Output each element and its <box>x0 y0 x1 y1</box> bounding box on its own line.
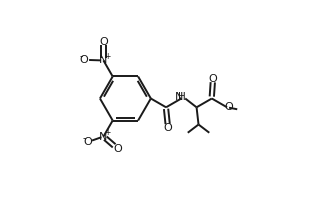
Text: O: O <box>209 73 217 84</box>
Text: H: H <box>178 92 186 101</box>
Text: -: - <box>79 51 83 61</box>
Text: O: O <box>163 123 172 133</box>
Text: O: O <box>99 37 108 47</box>
Text: N: N <box>99 55 108 65</box>
Text: O: O <box>113 144 122 154</box>
Text: +: + <box>104 52 111 61</box>
Text: +: + <box>104 128 111 137</box>
Text: -: - <box>82 133 86 143</box>
Text: O: O <box>224 102 233 112</box>
Text: O: O <box>83 138 92 148</box>
Text: N: N <box>175 92 184 101</box>
Text: N: N <box>99 132 108 142</box>
Text: O: O <box>80 55 89 65</box>
